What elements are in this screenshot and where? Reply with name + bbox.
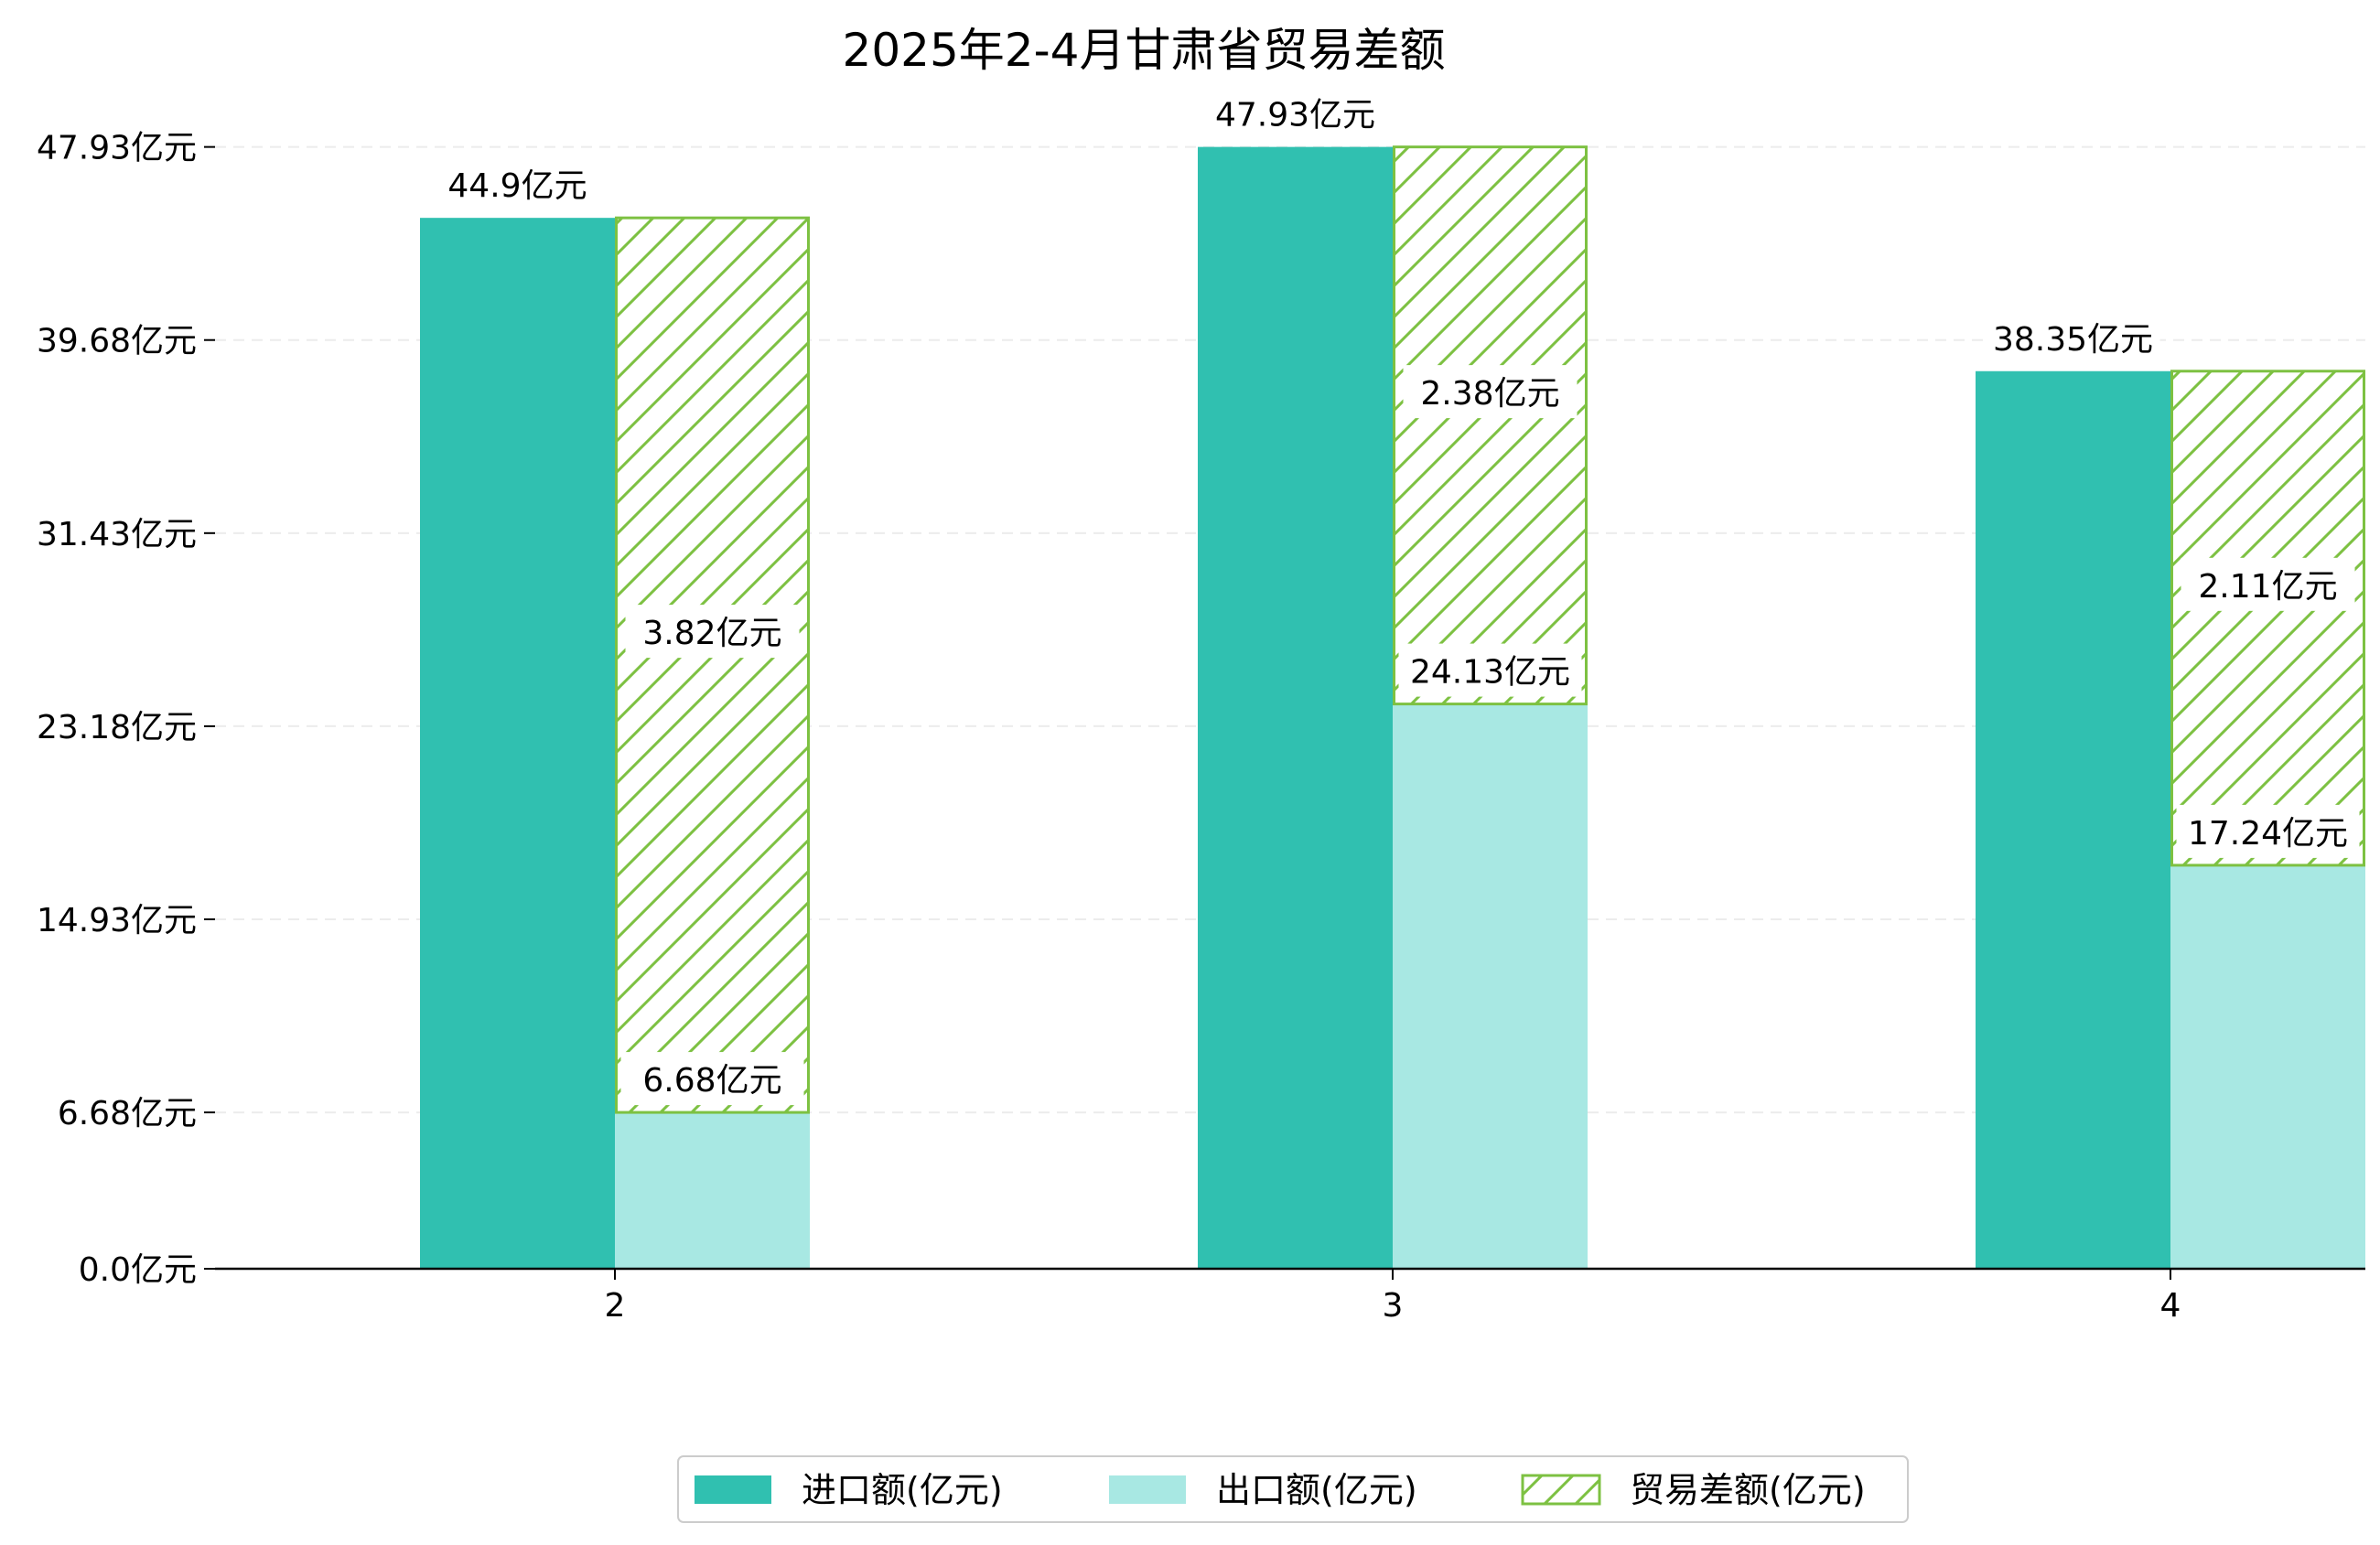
- bar-data-label-bg: [430, 157, 605, 211]
- bar-data-label-bg: [2176, 804, 2360, 858]
- y-tick-label: 39.68亿元: [37, 323, 197, 360]
- legend: 进口额(亿元) 出口额(亿元) 贸易差额(亿元): [677, 1455, 1909, 1523]
- bar-data-label-bg: [1398, 643, 1582, 697]
- bar-data-label-bg: [2181, 557, 2355, 611]
- bar-data-label-bg: [620, 1052, 804, 1106]
- y-axis: 0.0亿元 6.68亿元 14.93亿元 23.18亿元 31.43亿元 39.68亿元 4…: [37, 130, 215, 1289]
- y-tick-label: 47.93亿元: [37, 130, 197, 167]
- legend-label: 贸易差额(亿元): [1630, 1470, 1866, 1510]
- import-bar: [1976, 370, 2170, 1270]
- bar-data-label: 6.68亿元: [642, 1062, 781, 1100]
- legend-label: 进口额(亿元): [802, 1470, 1003, 1510]
- trade-balance-bar: [1393, 145, 1588, 706]
- y-tick-label: 0.0亿元: [79, 1251, 197, 1289]
- trade-balance-bar: [2170, 370, 2365, 867]
- export-bar: [615, 1112, 810, 1269]
- bar-data-label: 44.9亿元: [447, 167, 587, 205]
- import-bar: [420, 218, 615, 1269]
- bar-data-label: 24.13亿元: [1410, 654, 1570, 692]
- bar-data-label-bg: [1403, 365, 1578, 419]
- bar-data-label-bg: [1986, 310, 2160, 364]
- y-tick-label: 14.93亿元: [37, 902, 197, 939]
- trade-balance-bar: [615, 216, 810, 1114]
- legend-swatch: [1109, 1475, 1186, 1504]
- bar-data-label: 17.24亿元: [2188, 815, 2348, 853]
- legend-swatch: [1521, 1474, 1601, 1506]
- bar-labels: 44.9亿元 6.68亿元 3.82亿元 47.93亿元 24.13亿元 2.38亿元 38…: [430, 86, 2360, 1106]
- bar-data-label-bg: [625, 605, 800, 659]
- bar-data-label: 2.11亿元: [2198, 568, 2337, 606]
- legend-swatch: [695, 1475, 771, 1504]
- export-bar: [2170, 864, 2365, 1269]
- bar-data-label: 2.38亿元: [1420, 375, 1559, 413]
- x-tick-label: 4: [2160, 1287, 2181, 1325]
- export-bar: [1393, 703, 1588, 1269]
- x-tick-label: 2: [605, 1287, 626, 1325]
- bars: [420, 145, 2365, 1270]
- y-tick-label: 31.43亿元: [37, 516, 197, 553]
- y-tick-label: 6.68亿元: [58, 1095, 197, 1132]
- import-bar: [1198, 146, 1393, 1270]
- x-tick-label: 3: [1383, 1287, 1404, 1325]
- bar-data-label-bg: [1208, 86, 1383, 140]
- y-tick-label: 23.18亿元: [37, 709, 197, 746]
- bar-data-label: 47.93亿元: [1215, 97, 1375, 134]
- legend-label: 出口额(亿元): [1216, 1470, 1417, 1510]
- legend-frame: [677, 1455, 1909, 1523]
- x-axis: 2 3 4: [605, 1269, 2181, 1325]
- chart-title: 2025年2-4月甘肃省贸易差额: [843, 24, 1446, 77]
- bar-data-label: 38.35亿元: [1993, 321, 2153, 359]
- bar-data-label: 3.82亿元: [642, 615, 781, 652]
